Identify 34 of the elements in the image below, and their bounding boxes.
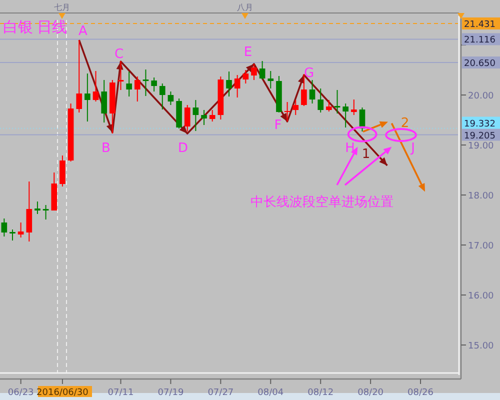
chart-title: 白银 [3,18,33,36]
x-tick-label: 06/23 [8,388,34,398]
annotation: A [78,24,88,39]
annotation: C [114,47,124,62]
x-tick-label: 07/19 [158,388,184,398]
annotation: B [102,141,110,156]
text: 八月 [237,3,253,12]
x-tick-label: 07/27 [208,388,234,398]
text: 七月 [54,3,70,12]
annotation: 2 [400,116,410,131]
ref-line-label: 19.332 [464,119,496,130]
y-tick-label: 18.00 [468,192,494,202]
ref-line-label: 20.650 [464,59,496,69]
annotation: 1 [362,147,370,162]
y-tick-label: 16.00 [468,292,494,302]
annotation: G [304,66,314,81]
x-tick-label: 08/20 [358,388,384,398]
x-tick-label: 07/11 [108,388,134,398]
chart-subtitle: 日线 [37,18,67,36]
annotation: 中长线波段空单进场位置 [250,195,394,210]
x-tick-label: 08/04 [258,388,284,398]
ref-line-label: 21.116 [464,36,496,46]
ref-line-label: 21.431 [464,20,496,30]
y-tick-label: 17.00 [468,242,494,252]
x-tick-label: 08/12 [308,388,334,398]
y-tick-label: 19.00 [468,142,494,152]
annotation: J [410,141,415,156]
ref-line-label: 19.205 [464,131,496,142]
x-tick-label: 08/26 [408,388,434,398]
annotation: E [244,45,252,60]
y-tick-label: 20.00 [468,92,494,102]
y-tick-label: 15.00 [468,342,494,352]
annotation: D [178,141,188,156]
annotation: F [274,118,282,133]
